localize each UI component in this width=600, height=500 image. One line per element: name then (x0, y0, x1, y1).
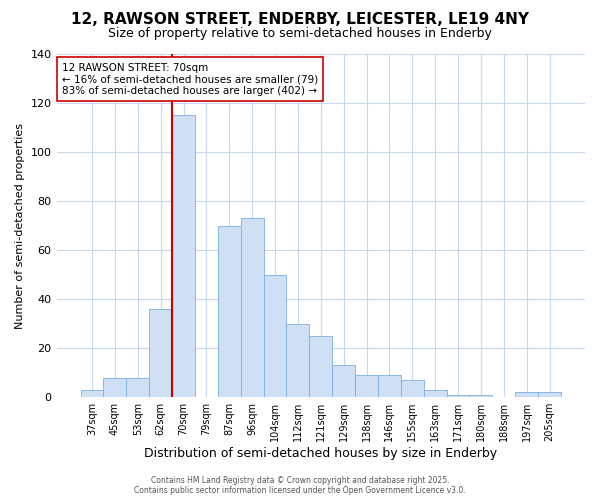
Bar (103, 378, 127, 397)
Text: Size of property relative to semi-detached houses in Enderby: Size of property relative to semi-detach… (108, 28, 492, 40)
Bar (80, 390, 103, 397)
Bar (332, 366, 355, 397)
Bar (310, 336, 332, 397)
Bar (218, 226, 241, 397)
Text: Contains HM Land Registry data © Crown copyright and database right 2025.
Contai: Contains HM Land Registry data © Crown c… (134, 476, 466, 495)
Bar (446, 395, 469, 397)
Bar (469, 395, 493, 397)
Bar (355, 375, 378, 397)
Bar (401, 380, 424, 397)
Bar (515, 392, 538, 397)
X-axis label: Distribution of semi-detached houses by size in Enderby: Distribution of semi-detached houses by … (144, 447, 497, 460)
Bar (263, 274, 286, 397)
Text: 12 RAWSON STREET: 70sqm
← 16% of semi-detached houses are smaller (79)
83% of se: 12 RAWSON STREET: 70sqm ← 16% of semi-de… (62, 62, 318, 96)
Bar (538, 392, 561, 397)
Y-axis label: Number of semi-detached properties: Number of semi-detached properties (15, 122, 25, 328)
Bar (424, 390, 446, 397)
Text: 12, RAWSON STREET, ENDERBY, LEICESTER, LE19 4NY: 12, RAWSON STREET, ENDERBY, LEICESTER, L… (71, 12, 529, 28)
Bar (127, 378, 149, 397)
Bar (172, 116, 195, 397)
Bar (149, 309, 172, 397)
Bar (241, 218, 263, 397)
Bar (378, 375, 401, 397)
Bar (286, 324, 310, 397)
